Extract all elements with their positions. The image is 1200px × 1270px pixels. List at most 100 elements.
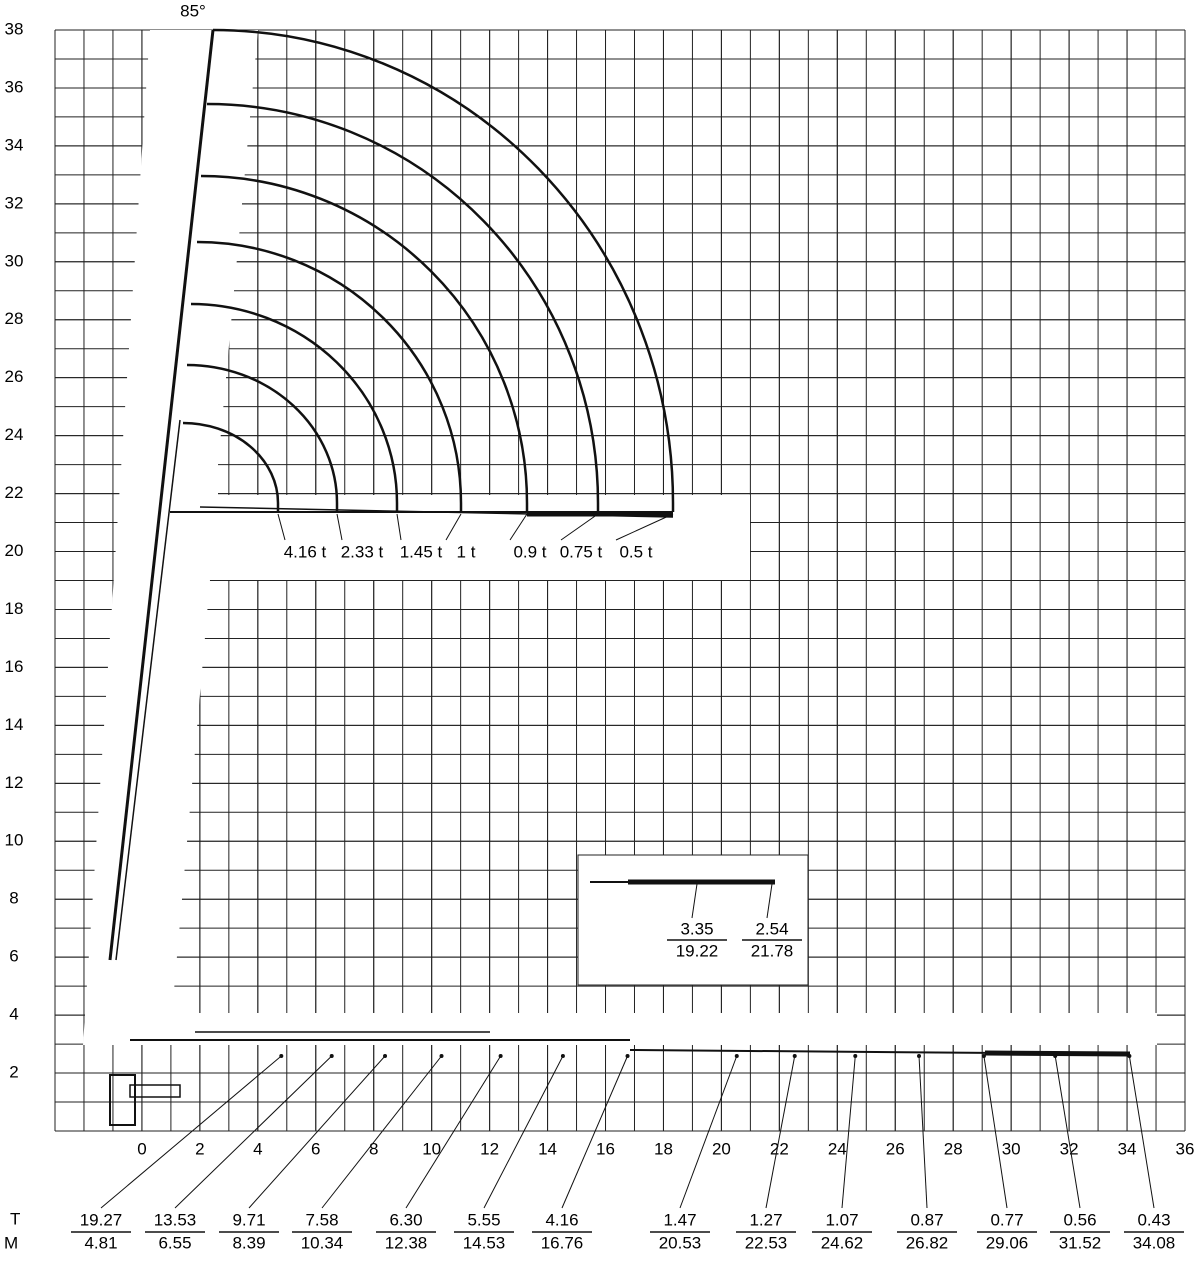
reach-value: 34.08 <box>1133 1233 1176 1252</box>
load-value: 13.53 <box>154 1210 197 1229</box>
load-point <box>1127 1054 1132 1058</box>
load-point <box>853 1054 858 1058</box>
leader <box>679 1055 738 1209</box>
load-arc <box>196 240 463 512</box>
x-tick-label: 10 <box>422 1139 441 1158</box>
load-point <box>279 1054 284 1058</box>
leader <box>841 1055 856 1209</box>
reach-value: 31.52 <box>1059 1233 1102 1252</box>
leader <box>248 1055 386 1209</box>
load-arc <box>212 28 675 512</box>
leader <box>691 883 698 919</box>
mask <box>83 30 1157 1045</box>
load-point <box>792 1054 797 1058</box>
x-tick-label: 8 <box>369 1139 378 1158</box>
y-tick-label: 30 <box>5 251 24 270</box>
x-tick-label: 28 <box>944 1139 963 1158</box>
load-arc <box>182 421 280 512</box>
x-tick-label: 24 <box>828 1139 847 1158</box>
x-tick-label: 6 <box>311 1139 320 1158</box>
reach-value: 12.38 <box>385 1233 428 1252</box>
x-tick-label: 32 <box>1060 1139 1079 1158</box>
leader <box>766 883 773 919</box>
y-tick-label: 16 <box>5 657 24 676</box>
x-tick-label: 30 <box>1002 1139 1021 1158</box>
y-tick-label: 8 <box>9 889 18 908</box>
load-value: 1.47 <box>663 1210 696 1229</box>
load-value: 2.54 <box>755 919 788 938</box>
load-value: 0.56 <box>1063 1210 1096 1229</box>
reach-value: 8.39 <box>232 1233 265 1252</box>
angle-label: 85° <box>180 1 206 20</box>
load-value: 1.27 <box>749 1210 782 1229</box>
load-value: 3.35 <box>680 919 713 938</box>
load-label: 0.5 t <box>619 542 652 561</box>
leader <box>615 513 674 541</box>
reach-value: 26.82 <box>906 1233 949 1252</box>
reach-value: 10.34 <box>301 1233 344 1252</box>
leader <box>396 513 402 541</box>
y-tick-label: 22 <box>5 483 24 502</box>
reach-value: 6.55 <box>158 1233 191 1252</box>
load-value: 0.77 <box>990 1210 1023 1229</box>
x-tick-label: 36 <box>1176 1139 1195 1158</box>
reach-value: 19.22 <box>676 941 719 960</box>
leader <box>174 1055 333 1209</box>
x-tick-label: 16 <box>596 1139 615 1158</box>
load-value: 9.71 <box>232 1210 265 1229</box>
reach-value: 21.78 <box>751 941 794 960</box>
leader <box>405 1055 502 1209</box>
load-label: 1 t <box>457 542 476 561</box>
y-tick-label: 10 <box>5 831 24 850</box>
x-tick-label: 26 <box>886 1139 905 1158</box>
leader <box>509 513 528 541</box>
y-tick-label: 28 <box>5 309 24 328</box>
row-label: T <box>10 1209 20 1228</box>
reach-value: 20.53 <box>659 1233 702 1252</box>
load-point <box>498 1054 503 1058</box>
leader <box>765 1055 796 1209</box>
load-point <box>329 1054 334 1058</box>
y-tick-label: 38 <box>5 19 24 38</box>
load-label: 0.9 t <box>513 542 546 561</box>
load-point <box>560 1054 565 1058</box>
reach-value: 29.06 <box>986 1233 1029 1252</box>
leader <box>100 1055 282 1209</box>
y-tick-label: 14 <box>5 715 24 734</box>
x-tick-label: 12 <box>480 1139 499 1158</box>
reach-value: 14.53 <box>463 1233 506 1252</box>
y-tick-label: 36 <box>5 77 24 96</box>
load-value: 19.27 <box>80 1210 123 1229</box>
load-point <box>734 1054 739 1058</box>
load-point <box>439 1054 444 1058</box>
load-arc <box>190 302 399 512</box>
load-point <box>625 1054 630 1058</box>
load-label: 2.33 t <box>341 542 384 561</box>
load-value: 6.30 <box>389 1210 422 1229</box>
load-point <box>383 1054 388 1058</box>
leader <box>983 1055 1008 1209</box>
inset-box <box>577 854 809 986</box>
load-value: 5.55 <box>467 1210 500 1229</box>
y-tick-label: 24 <box>5 425 24 444</box>
load-point <box>1053 1054 1058 1058</box>
y-tick-label: 18 <box>5 599 24 618</box>
x-tick-label: 18 <box>654 1139 673 1158</box>
row-label: M <box>4 1233 18 1252</box>
load-label: 1.45 t <box>400 542 443 561</box>
x-tick-label: 4 <box>253 1139 262 1158</box>
x-tick-label: 22 <box>770 1139 789 1158</box>
reach-value: 4.81 <box>84 1233 117 1252</box>
reach-value: 16.76 <box>541 1233 584 1252</box>
load-arc <box>186 363 339 512</box>
load-label: 4.16 t <box>284 542 327 561</box>
leader <box>1054 1055 1081 1209</box>
load-value: 0.43 <box>1137 1210 1170 1229</box>
x-tick-label: 0 <box>137 1139 146 1158</box>
leader <box>560 513 599 541</box>
x-tick-label: 34 <box>1118 1139 1137 1158</box>
y-tick-label: 32 <box>5 193 24 212</box>
leader <box>445 513 462 541</box>
leader <box>321 1055 442 1209</box>
